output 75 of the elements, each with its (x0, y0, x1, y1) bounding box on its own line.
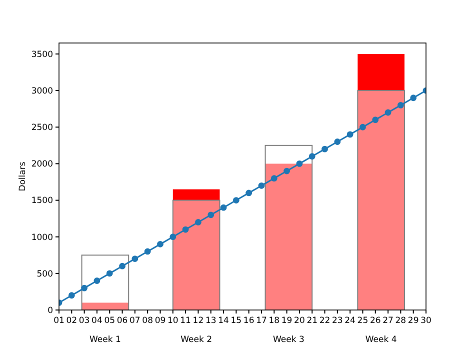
y-tick-label: 2500 (31, 123, 53, 134)
y-axis-title: Dollars (18, 161, 28, 192)
x-tick-label: 14 (218, 316, 229, 326)
point (157, 240, 164, 248)
point (360, 124, 366, 130)
x-tick-label: 24 (344, 316, 356, 326)
y-tick-label: 2000 (31, 160, 53, 170)
point (144, 248, 151, 255)
point (246, 190, 252, 196)
x-tick-label: 25 (357, 316, 368, 326)
point (308, 153, 316, 160)
x-tick-label: 16 (243, 316, 254, 326)
x-tick-label: 29 (408, 316, 419, 326)
bar (358, 54, 404, 310)
text: Week 4 (365, 335, 397, 345)
point (232, 197, 240, 204)
point (284, 168, 290, 174)
point (372, 116, 379, 124)
point (119, 262, 126, 270)
y-tick-label: 1000 (31, 232, 53, 243)
bar (81, 254, 130, 310)
point (397, 102, 404, 108)
x-tick-label: 17 (256, 316, 267, 326)
x-tick-label: 19 (281, 316, 292, 326)
x-tick-label: 30 (420, 316, 432, 326)
x-tick-label: 11 (180, 316, 191, 326)
x-tick-label: 21 (306, 316, 318, 326)
y-tick-label: 3500 (31, 50, 53, 60)
point (220, 204, 227, 211)
x-tick-label: 15 (230, 316, 242, 326)
x-tick-label: 18 (268, 316, 280, 326)
y-tick-label: 500 (36, 269, 53, 280)
point (322, 146, 328, 152)
point (81, 284, 88, 292)
x-tick-label: 01 (54, 316, 64, 326)
text: Week 1 (89, 335, 121, 345)
point (296, 160, 303, 167)
x-tick-label: 26 (370, 316, 381, 326)
text: Week 3 (272, 335, 304, 345)
x-tick-label: 02 (66, 316, 78, 326)
x-tick-label: 06 (116, 316, 128, 326)
point (182, 226, 189, 233)
point (106, 270, 113, 277)
point (208, 212, 214, 218)
point (195, 219, 202, 226)
y-tick-label: 1500 (31, 196, 53, 206)
point (410, 94, 417, 102)
x-tick-label: 03 (78, 316, 90, 326)
x-tick-label: 28 (395, 316, 406, 326)
x-tick-label: 08 (142, 316, 153, 326)
point (132, 256, 138, 262)
point (346, 131, 354, 138)
bar (357, 90, 405, 310)
x-tick-label: 23 (332, 316, 343, 326)
x-tick-label: 04 (92, 316, 102, 326)
y-tick-label: 3000 (31, 86, 53, 97)
x-tick-label: 09 (154, 316, 166, 326)
x-tick-label: 05 (104, 316, 116, 326)
x-tick-label: 13 (205, 316, 216, 326)
point (170, 234, 176, 240)
y-tick-label: 0 (48, 306, 53, 316)
bar (82, 302, 129, 310)
x-tick-label: 27 (382, 316, 394, 326)
point (94, 278, 100, 284)
point (334, 138, 341, 145)
x-tick-label: 12 (192, 316, 204, 326)
point (384, 109, 392, 116)
point (270, 175, 278, 182)
x-tick-label: 07 (130, 316, 140, 326)
x-tick-label: 20 (294, 316, 305, 326)
text: Week 2 (180, 335, 212, 345)
point (258, 182, 265, 189)
point (68, 292, 75, 299)
x-tick-label: 10 (167, 316, 178, 326)
x-tick-label: 22 (319, 316, 330, 326)
